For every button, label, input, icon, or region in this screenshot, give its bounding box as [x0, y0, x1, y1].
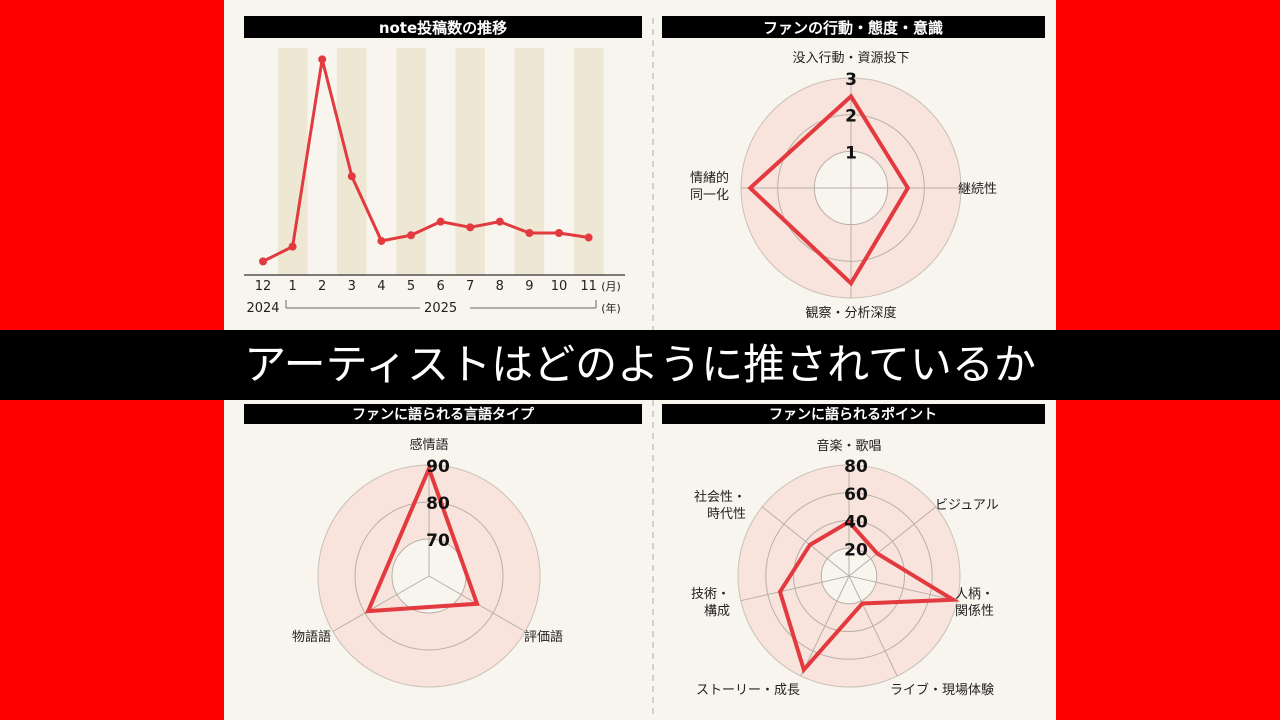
- radar-spoke: [761, 506, 850, 577]
- x-tick-label: 11: [580, 279, 597, 294]
- data-point: [377, 236, 386, 245]
- year-label: 2025: [424, 301, 457, 316]
- radar-spoke: [848, 506, 937, 577]
- radar-tick-label: 60: [844, 485, 868, 505]
- data-point: [466, 223, 475, 232]
- x-tick-label: 6: [436, 279, 444, 294]
- chart-header-bar: [662, 404, 1045, 424]
- radar-axis-label: 技術・: [691, 587, 730, 602]
- x-tick-label: 4: [377, 279, 385, 294]
- series-line: [262, 57, 589, 263]
- x-unit-label: (月): [601, 280, 621, 293]
- radar-tick-label: 20: [844, 540, 868, 560]
- x-tick-label: 8: [496, 279, 504, 294]
- radar-series: [364, 463, 480, 614]
- grid-band: [396, 48, 426, 275]
- radar-axis-label: 没入行動・資源投下: [792, 50, 909, 66]
- x-tick-label: 3: [348, 279, 356, 294]
- data-point: [288, 242, 297, 251]
- radar-tick-label: 80: [426, 494, 450, 514]
- radar-spoke: [740, 575, 850, 602]
- banner-bar: [0, 330, 1280, 400]
- radar3-title: ファンに語られるポイント: [769, 406, 937, 423]
- radar-axis-label: ライブ・現場体験: [890, 682, 994, 698]
- radar-tick-label: 80: [844, 457, 868, 477]
- radar-axis-label: 物語語: [292, 629, 331, 645]
- x-tick-label: 10: [551, 279, 568, 294]
- data-point: [584, 233, 593, 242]
- radar-axis-label: 継続性: [958, 182, 997, 197]
- radar-tick-label: 90: [426, 457, 450, 477]
- radar-spoke: [848, 575, 958, 602]
- radar-tick-label: 2: [845, 107, 857, 127]
- line-chart: 12 1 2 3 4 5 6 7 8 9 10 11 (月)2024 2025 (年): [244, 48, 625, 316]
- banner-title: アーティストはどのように推されているか: [244, 340, 1036, 389]
- radar-spoke: [848, 575, 898, 677]
- radar-series: [777, 519, 960, 674]
- data-point: [407, 231, 415, 240]
- radar-axis-label: 評価語: [524, 629, 563, 645]
- radar-tick-label: 70: [426, 531, 450, 551]
- radar-axis-label: 時代性: [707, 507, 746, 522]
- chart-header-bar: [662, 16, 1045, 38]
- data-point: [436, 217, 445, 226]
- radar-axis-label: 構成: [704, 604, 730, 619]
- x-tick-label: 9: [525, 279, 533, 294]
- year-unit-label: (年): [601, 301, 621, 315]
- year-label: 2024: [246, 301, 279, 316]
- radar-axis-label: ビジュアル: [935, 498, 999, 513]
- radar-axis-label: 感情語: [409, 437, 448, 453]
- radar-axis-label: ストーリー・成長: [696, 683, 800, 698]
- data-point: [555, 229, 563, 238]
- radar-axis-label: 人柄・: [955, 587, 994, 602]
- radar-tick-label: 3: [845, 70, 857, 90]
- grid-band: [455, 48, 485, 275]
- radar-axis-label: 情緒的: [690, 170, 729, 186]
- radar-tick-label: 1: [845, 143, 857, 163]
- chart-header-bar: [244, 16, 642, 38]
- grid-band: [514, 48, 545, 275]
- chart-header-bar: [244, 404, 642, 424]
- data-point: [495, 217, 504, 226]
- radar-series: [747, 93, 911, 287]
- data-point: [318, 55, 327, 64]
- radar-axis-label: 同一化: [690, 188, 729, 203]
- radar1-title: ファンの行動・態度・意識: [763, 19, 943, 37]
- x-tick-label: 7: [466, 279, 474, 294]
- radar-tick-label: 40: [844, 513, 868, 533]
- line-chart-title: note投稿数の推移: [379, 19, 507, 37]
- grid-band: [337, 48, 367, 275]
- x-tick-label: 1: [288, 279, 296, 294]
- x-tick-label: 5: [407, 279, 415, 294]
- radar-axis-label: 関係性: [955, 604, 994, 619]
- data-point: [259, 257, 267, 266]
- radar-axis-label: 社会性・: [694, 489, 746, 505]
- radar-axis-label: 観察・分析深度: [805, 305, 896, 321]
- radar2-title: ファンに語られる言語タイプ: [352, 406, 535, 423]
- x-tick-label: 12: [255, 279, 272, 294]
- data-point: [525, 229, 534, 238]
- x-tick-label: 2: [318, 279, 326, 294]
- data-point: [347, 172, 356, 181]
- radar-spoke: [332, 575, 430, 632]
- radar-spoke: [800, 575, 850, 677]
- radar-axis-label: 音楽・歌唱: [816, 438, 881, 454]
